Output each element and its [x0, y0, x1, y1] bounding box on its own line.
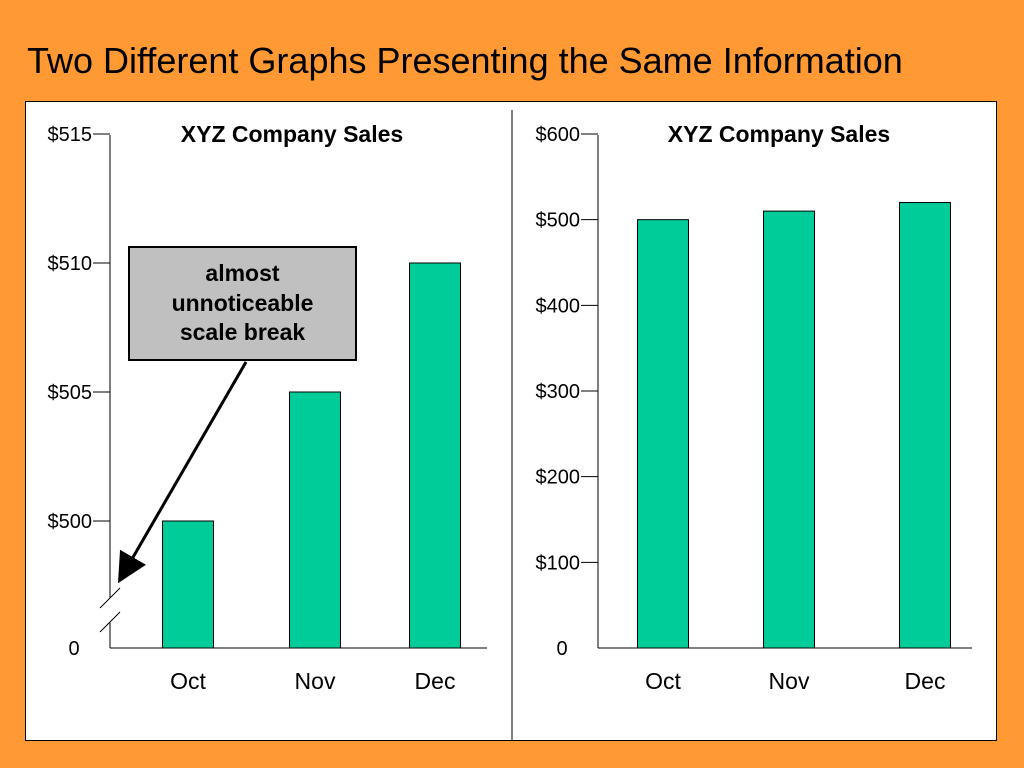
chart2-y-tick-label: $600	[536, 124, 581, 146]
chart2-bar-nov	[763, 210, 815, 649]
chart2-y-tick-label: $300	[536, 381, 581, 403]
chart2-category-label: Nov	[769, 668, 810, 694]
chart2-y-tick-label: $200	[536, 467, 581, 489]
chart2-y-tick-label: 0	[556, 638, 567, 660]
chart2-category-label: Oct	[645, 668, 681, 694]
scale-break-callout: almost unnoticeable scale break	[128, 246, 357, 361]
chart2-title: XYZ Company Sales	[668, 121, 890, 147]
chart1-y-tick-label: $500	[48, 511, 93, 533]
chart2-y-tick-label: $400	[536, 295, 581, 317]
chart1-y-tick-label: $505	[48, 382, 93, 404]
chart1-bar-dec	[409, 262, 461, 649]
chart2-bar-oct	[637, 219, 689, 649]
chart2-bar-dec	[899, 202, 951, 649]
chart1-category-label: Oct	[170, 668, 206, 694]
chart2-y-tick-label: $100	[536, 552, 581, 574]
callout-arrow	[117, 361, 248, 584]
chart1-title: XYZ Company Sales	[181, 121, 403, 147]
chart1-bar-nov	[289, 391, 341, 649]
callout-line-2: unnoticeable	[171, 289, 314, 316]
chart1-category-label: Nov	[295, 668, 336, 694]
chart1-bar-oct	[162, 520, 214, 649]
chart1-y-tick-label: $510	[48, 253, 93, 275]
callout-line-3: scale break	[179, 319, 306, 346]
chart2-category-label: Dec	[905, 668, 946, 694]
chart1-y-tick-label: $515	[48, 124, 93, 146]
chart1-category-label: Dec	[415, 668, 456, 694]
chart1-y-tick-label: 0	[68, 638, 79, 660]
chart1-break-mark-upper	[99, 587, 121, 609]
chart1-break-mark-lower	[99, 611, 121, 633]
chart2-y-tick-label: $500	[536, 210, 581, 232]
callout-line-1: almost	[205, 259, 280, 286]
slide-title: Two Different Graphs Presenting the Same…	[27, 40, 903, 81]
